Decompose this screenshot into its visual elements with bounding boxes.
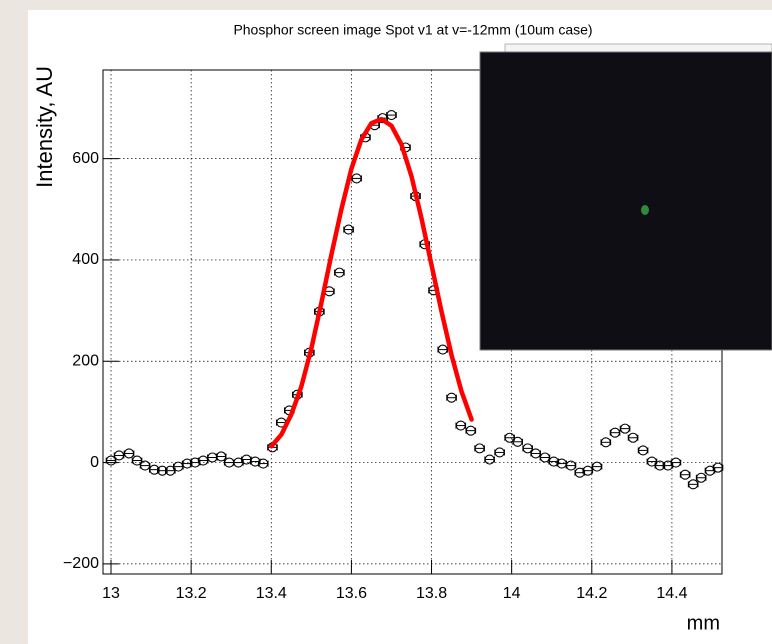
data-point (140, 460, 151, 471)
y-tick-label: 400 (72, 251, 99, 268)
data-point (494, 447, 505, 458)
data-point (198, 455, 209, 466)
data-point (574, 467, 585, 478)
x-tick-label: 14 (503, 585, 521, 602)
data-point (504, 432, 515, 443)
data-point (484, 454, 495, 465)
data-point (465, 425, 476, 436)
data-point (437, 344, 448, 355)
plot: 13 13.2 13.4 13.6 13.8 14 14.2 14.4 −200 0 200 400 6… (63, 70, 724, 602)
data-point (455, 420, 466, 431)
y-tick-label: 0 (90, 454, 99, 471)
data-point (123, 448, 135, 459)
data-point (512, 436, 523, 447)
x-tick-label: 14.2 (576, 585, 607, 602)
data-point (132, 455, 143, 466)
data-point (539, 452, 550, 463)
data-point (609, 427, 621, 438)
data-point (173, 461, 184, 472)
data-point (628, 432, 639, 443)
x-tick-label: 14.4 (656, 585, 687, 602)
data-point (712, 462, 724, 473)
data-point (582, 465, 593, 476)
inset-image (479, 51, 772, 351)
fit-line (269, 116, 474, 449)
x-tick-label: 13.6 (336, 585, 367, 602)
data-point (619, 423, 631, 434)
data-point (646, 456, 657, 467)
data-point (105, 455, 117, 466)
y-axis-label: Intensity, AU (32, 66, 57, 188)
x-tick-label: 13.8 (416, 585, 447, 602)
data-point (216, 451, 227, 462)
data-point (165, 465, 176, 476)
data-point (680, 469, 691, 480)
data-point (688, 479, 699, 490)
data-point (258, 458, 269, 469)
data-point (113, 450, 125, 461)
y-tick-label: 600 (72, 150, 99, 167)
data-point (334, 267, 345, 278)
data-point (548, 456, 559, 467)
x-tick-label: 13.2 (176, 585, 207, 602)
data-point (351, 173, 362, 184)
x-axis-label: mm (687, 612, 720, 634)
data-point (670, 457, 681, 468)
data-point (565, 460, 577, 471)
data-point (190, 457, 201, 468)
data-point (696, 472, 707, 483)
data-point (182, 458, 193, 469)
spot (641, 205, 649, 215)
data-point (250, 456, 261, 467)
data-point (530, 448, 541, 459)
data-point (446, 392, 457, 403)
data-point (600, 437, 611, 448)
data-point (386, 110, 397, 121)
data-point (638, 445, 649, 456)
y-tick-label: 200 (72, 352, 99, 369)
data-point (149, 464, 160, 475)
data-point (522, 443, 533, 454)
data-point (474, 443, 485, 454)
data-point (591, 461, 603, 472)
chart-title: Phosphor screen image Spot v1 at v=-12mm… (233, 22, 592, 38)
x-tick-label: 13.4 (256, 585, 287, 602)
y-tick-label: −200 (63, 555, 99, 572)
data-point (343, 224, 354, 235)
x-tick-label: 13 (102, 585, 120, 602)
